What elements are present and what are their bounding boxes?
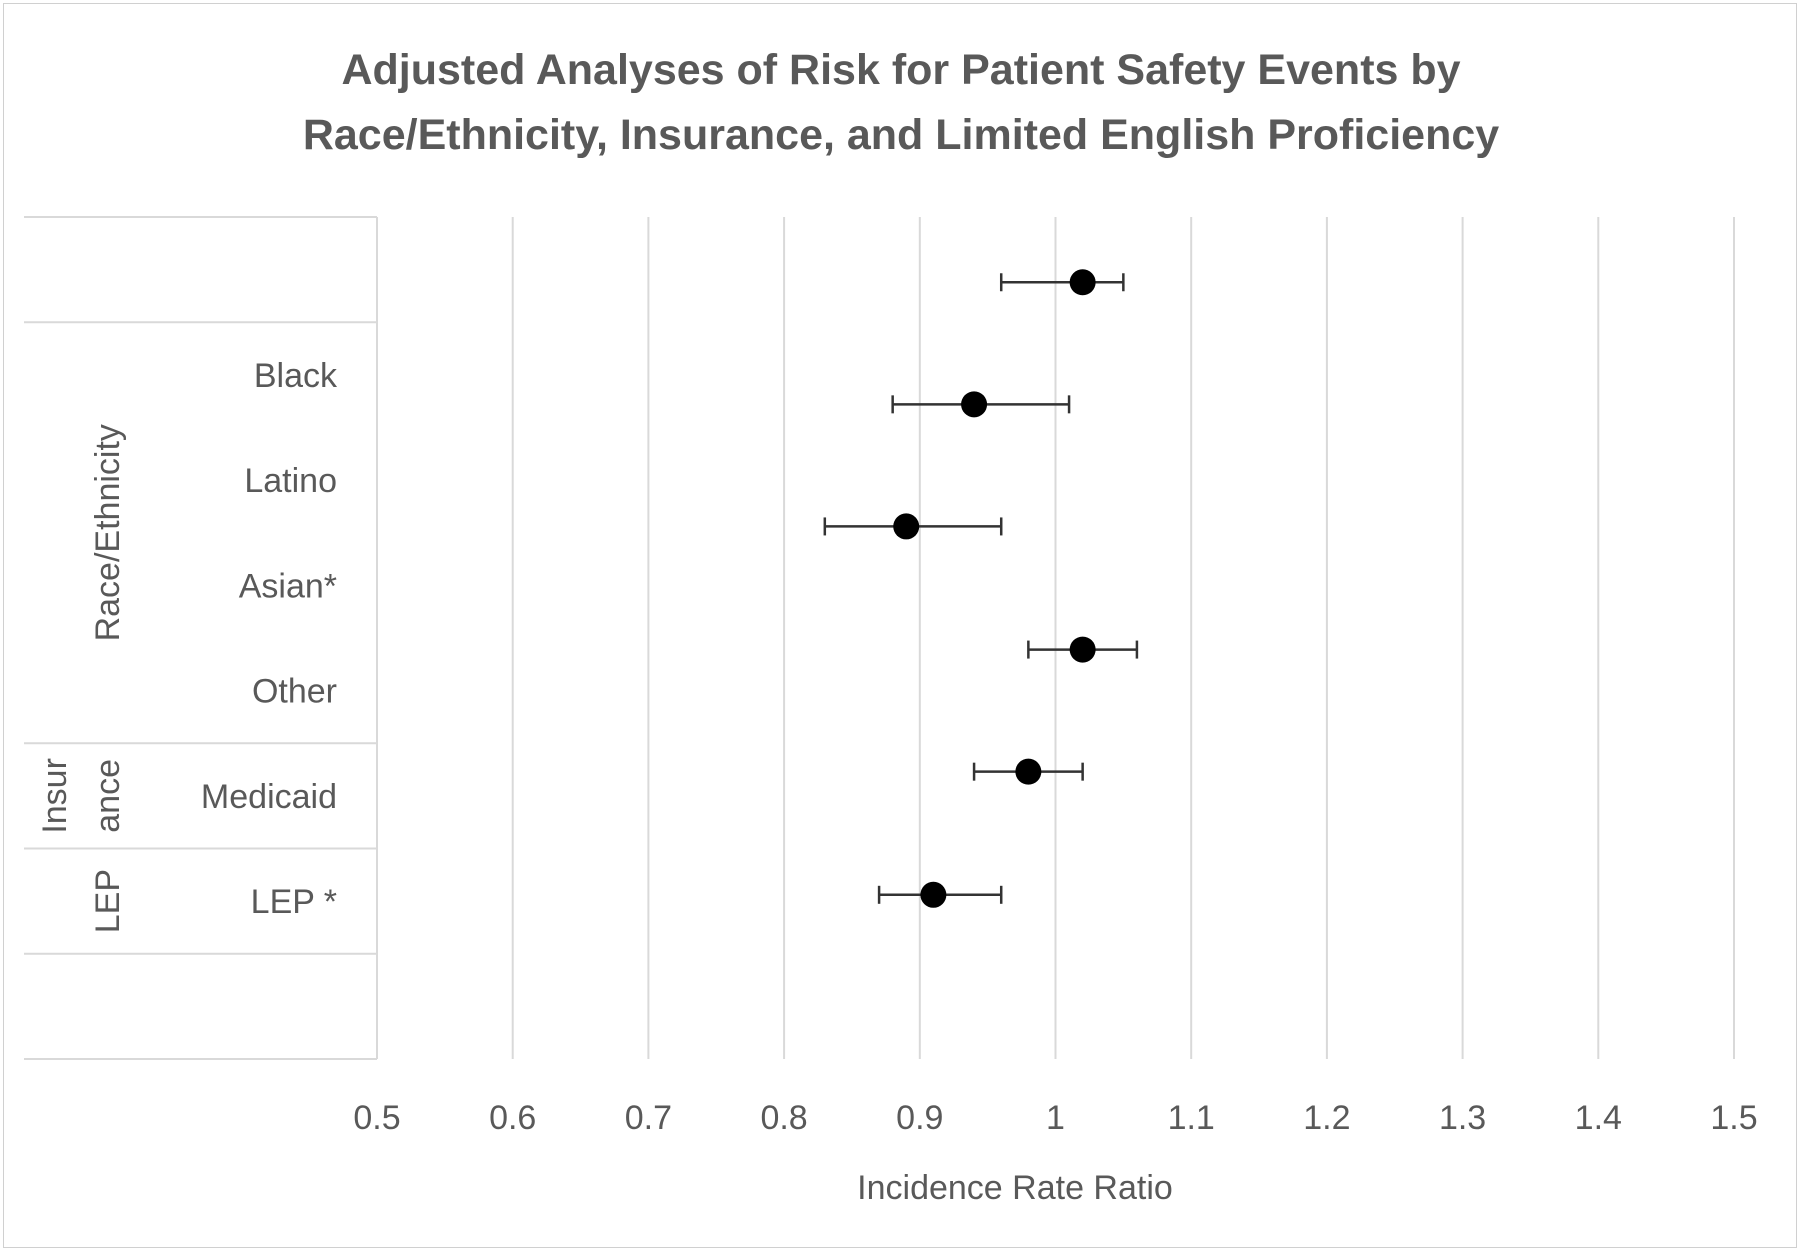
x-tick-label: 1.2 <box>1303 1099 1350 1137</box>
x-tick-label: 1.4 <box>1575 1099 1622 1137</box>
group-label: Race/Ethnicity <box>89 424 127 641</box>
category-label: Other <box>252 673 337 711</box>
estimate-point <box>823 513 1003 540</box>
category-table: Black Latino Asian* Other Medicaid LEP * Race/… <box>24 216 378 1060</box>
category-label: Medicaid <box>201 778 337 816</box>
forest-plot-chart: Adjusted Analyses of Risk for Patient Sa… <box>3 3 1797 1248</box>
x-axis-title: Incidence Rate Ratio <box>857 1169 1173 1207</box>
estimate-marker <box>893 513 920 540</box>
x-tick-label: 0.8 <box>760 1099 807 1137</box>
chart-title-line-2: Race/Ethnicity, Insurance, and Limited E… <box>303 111 1499 159</box>
group-label: ance <box>89 759 127 833</box>
estimate-marker <box>1015 758 1042 785</box>
x-tick-label: 1.1 <box>1168 1099 1215 1137</box>
x-tick-label: 1.3 <box>1439 1099 1486 1137</box>
group-label: LEP <box>89 869 127 933</box>
estimate-marker <box>1069 636 1096 663</box>
estimate-marker <box>961 391 988 418</box>
estimate-markers <box>823 269 1139 908</box>
estimate-marker <box>1069 269 1096 296</box>
estimate-point <box>891 391 1071 418</box>
category-label: LEP * <box>251 883 337 921</box>
gridlines <box>511 217 1735 1059</box>
x-tick-label: 0.9 <box>896 1099 943 1137</box>
x-tick-label: 1.5 <box>1710 1099 1757 1137</box>
x-tick-label: 0.5 <box>353 1099 400 1137</box>
estimate-marker <box>920 881 947 908</box>
category-label: Latino <box>244 462 337 500</box>
estimate-point <box>999 269 1125 296</box>
estimate-point <box>1027 636 1139 663</box>
category-label: Black <box>254 357 338 395</box>
x-tick-label: 0.6 <box>489 1099 536 1137</box>
x-axis-tick-labels: 0.5 0.6 0.7 0.8 0.9 1 1.1 1.2 1.3 1.4 1.5 <box>353 1099 1757 1137</box>
x-tick-label: 1 <box>1046 1099 1065 1137</box>
estimate-point <box>877 881 1003 908</box>
category-label: Asian* <box>239 567 337 605</box>
x-tick-label: 0.7 <box>625 1099 672 1137</box>
estimate-point <box>972 758 1084 785</box>
chart-canvas: Adjusted Analyses of Risk for Patient Sa… <box>24 46 1758 1207</box>
chart-title: Adjusted Analyses of Risk for Patient Sa… <box>303 46 1499 159</box>
group-label: Insur <box>36 758 74 834</box>
chart-title-line-1: Adjusted Analyses of Risk for Patient Sa… <box>341 46 1460 94</box>
